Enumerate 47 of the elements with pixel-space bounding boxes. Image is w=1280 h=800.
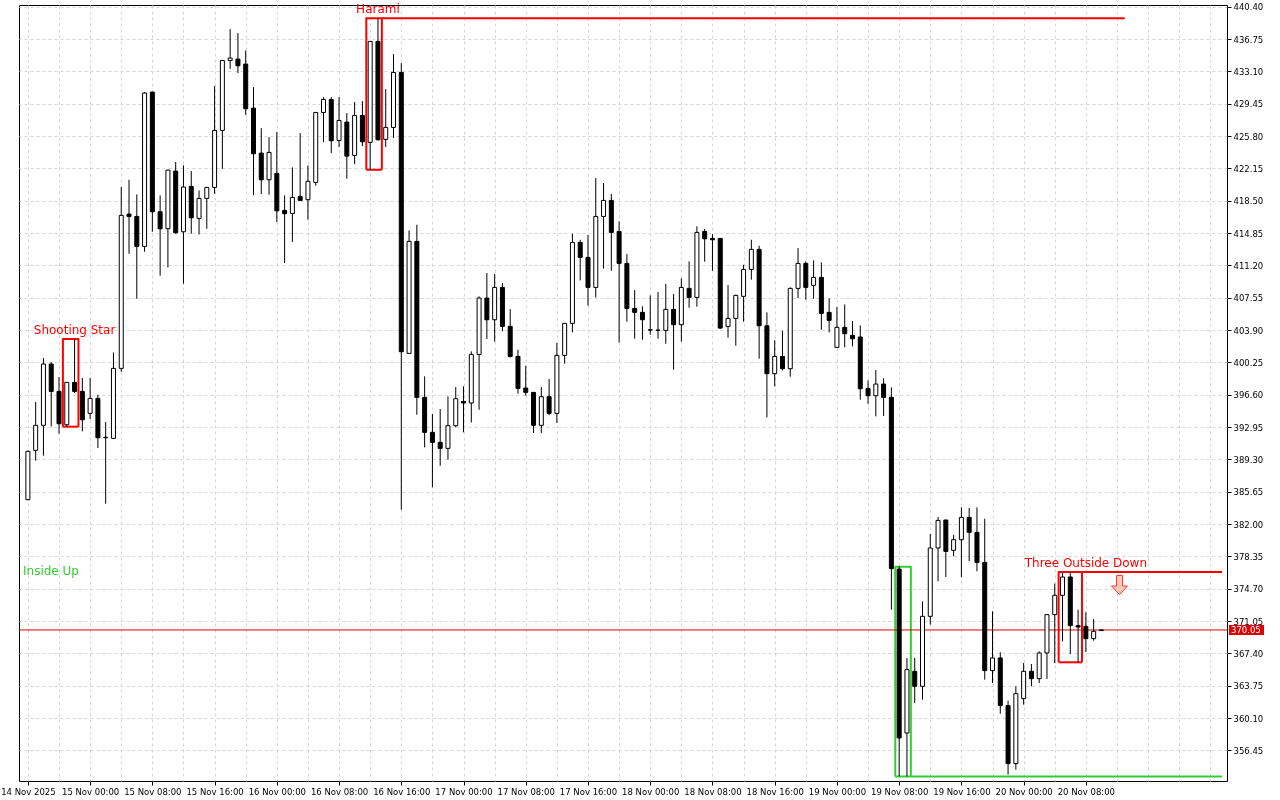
y-tick-label: 440.40 bbox=[1233, 2, 1264, 13]
x-tick-label: 17 Nov 16:00 bbox=[559, 786, 618, 797]
y-tick-label: 422.15 bbox=[1233, 163, 1264, 174]
y-tick-label: 403.90 bbox=[1233, 325, 1264, 336]
y-tick-label: 411.20 bbox=[1233, 260, 1264, 271]
x-tick-label: 19 Nov 08:00 bbox=[871, 786, 929, 797]
x-tick-label: 18 Nov 00:00 bbox=[622, 786, 680, 797]
y-tick-label: 367.40 bbox=[1233, 648, 1264, 659]
x-tick-label: 17 Nov 00:00 bbox=[435, 786, 493, 797]
x-tick-label: 15 Nov 08:00 bbox=[124, 786, 182, 797]
y-tick-label: 400.25 bbox=[1233, 357, 1264, 368]
x-tick-label: 14 Nov 2025 bbox=[1, 786, 56, 797]
x-tick-label: 18 Nov 08:00 bbox=[684, 786, 742, 797]
y-tick-label: 378.35 bbox=[1233, 551, 1264, 562]
x-tick-label: 20 Nov 08:00 bbox=[1057, 786, 1116, 797]
y-tick-label: 436.75 bbox=[1233, 34, 1264, 45]
y-tick-label: 414.85 bbox=[1233, 228, 1264, 239]
y-tick-label: 396.60 bbox=[1233, 390, 1264, 401]
annotation: Shooting Star bbox=[33, 322, 116, 337]
y-tick-label: 356.45 bbox=[1233, 745, 1264, 756]
x-tick-label: 15 Nov 00:00 bbox=[61, 786, 120, 797]
y-tick-label: 363.75 bbox=[1233, 681, 1264, 692]
ref-line-label: 370.05 bbox=[1231, 624, 1261, 635]
x-tick-label: 16 Nov 08:00 bbox=[310, 786, 369, 797]
y-tick-label: 392.95 bbox=[1233, 422, 1264, 433]
x-tick-label: 16 Nov 00:00 bbox=[248, 786, 306, 797]
y-tick-label: 371.05 bbox=[1233, 616, 1264, 627]
annotation: Three Outside Down bbox=[1023, 555, 1148, 570]
y-tick-label: 360.10 bbox=[1233, 713, 1264, 724]
x-tick-label: 16 Nov 16:00 bbox=[373, 786, 431, 797]
y-tick-label: 425.80 bbox=[1233, 131, 1264, 142]
y-tick-label: 385.65 bbox=[1233, 487, 1264, 498]
y-tick-label: 418.50 bbox=[1233, 196, 1264, 207]
x-tick-label: 15 Nov 16:00 bbox=[186, 786, 244, 797]
x-tick-label: 19 Nov 00:00 bbox=[808, 786, 867, 797]
x-tick-label: 18 Nov 16:00 bbox=[746, 786, 804, 797]
y-tick-label: 433.10 bbox=[1233, 66, 1264, 77]
y-tick-label: 382.00 bbox=[1233, 519, 1264, 530]
annotation: Inside Up bbox=[23, 563, 79, 578]
annotation: Harami bbox=[356, 2, 400, 17]
y-tick-label: 407.55 bbox=[1233, 293, 1264, 304]
x-tick-label: 17 Nov 08:00 bbox=[497, 786, 555, 797]
y-tick-label: 374.70 bbox=[1233, 584, 1264, 595]
y-tick-label: 389.30 bbox=[1233, 454, 1264, 465]
x-tick-label: 20 Nov 00:00 bbox=[995, 786, 1053, 797]
x-tick-label: 19 Nov 16:00 bbox=[933, 786, 991, 797]
y-tick-label: 429.45 bbox=[1233, 99, 1264, 110]
